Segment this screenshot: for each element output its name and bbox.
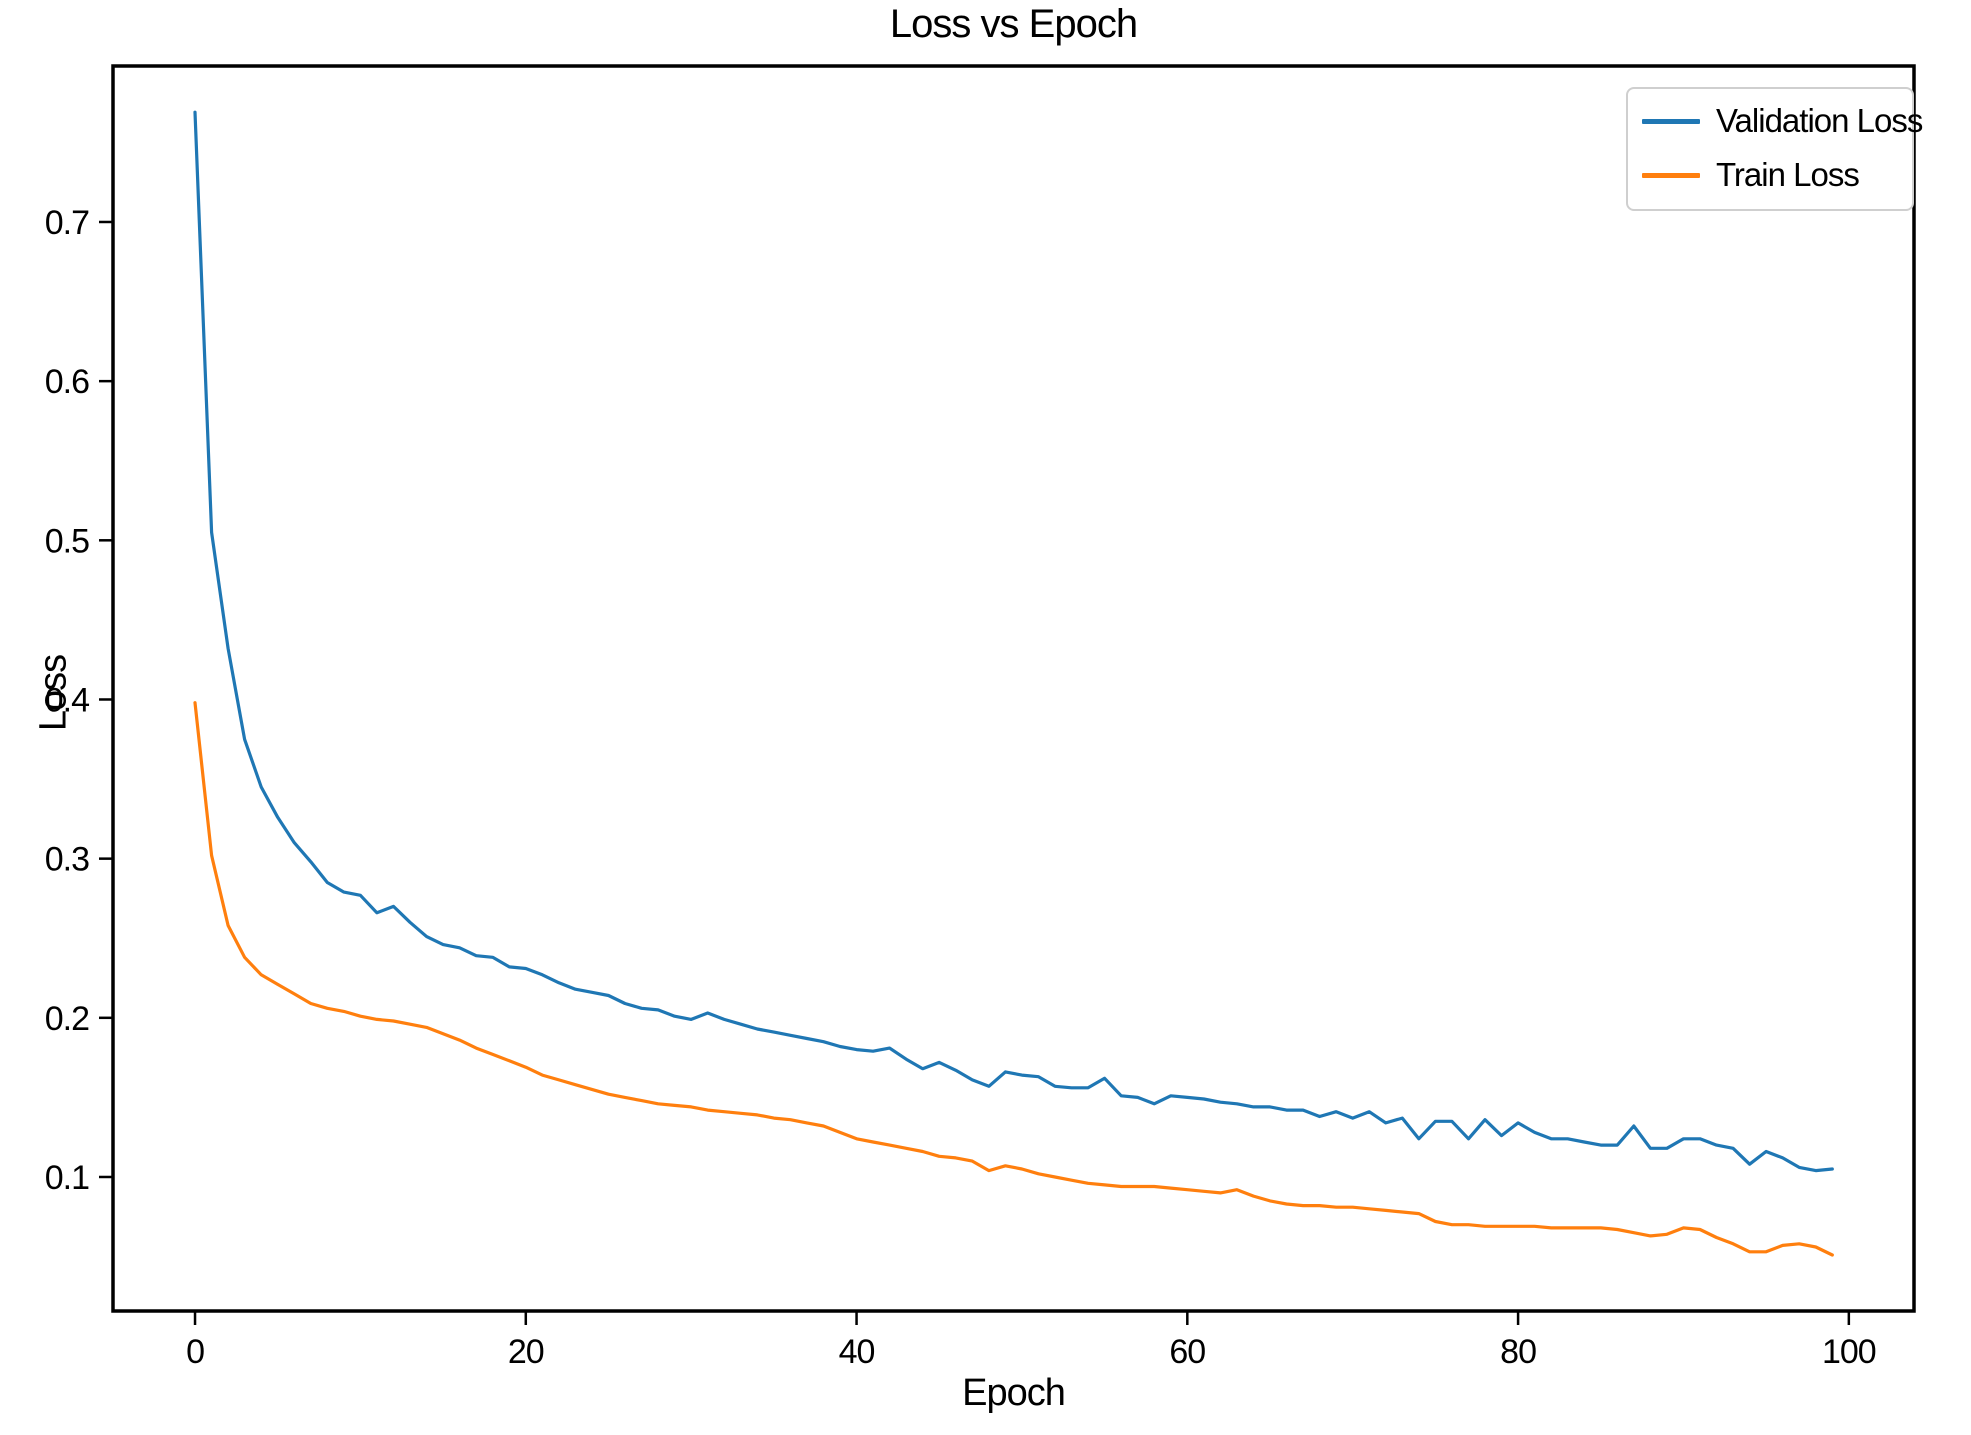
legend: Validation Loss Train Loss [1626,87,1923,211]
x-tick-label: 80 [1500,1333,1536,1371]
legend-item-train-loss: Train Loss [1642,155,1898,195]
y-tick-label: 0.1 [45,1159,89,1197]
legend-label-train-loss: Train Loss [1716,156,1860,193]
y-tick-label: 0.2 [45,1000,89,1038]
legend-item-validation-loss: Validation Loss [1642,101,1923,141]
y-tick-label: 0.7 [45,204,89,242]
x-axis-label: Epoch [962,1372,1066,1414]
train-loss-line [193,701,1834,1257]
legend-label-validation-loss: Validation Loss [1716,102,1923,139]
validation-loss-line-swatch [1642,118,1700,124]
y-axis-label: Loss [32,654,75,732]
x-tick-label: 100 [1822,1333,1876,1371]
axes-spines [111,64,1916,1313]
chart-title: Loss vs Epoch [889,2,1138,46]
validation-loss-line [193,110,1834,1173]
y-tick-label: 0.4 [45,681,89,719]
y-tick-label: 0.6 [45,363,89,401]
x-tick-label: 60 [1169,1333,1205,1371]
x-tick-label: 20 [508,1333,544,1371]
x-tick-label: 0 [186,1333,204,1371]
x-tick-label: 40 [839,1333,875,1371]
train-loss-line-swatch [1642,172,1700,178]
y-tick-label: 0.3 [45,841,89,879]
y-tick-label: 0.5 [45,522,89,560]
